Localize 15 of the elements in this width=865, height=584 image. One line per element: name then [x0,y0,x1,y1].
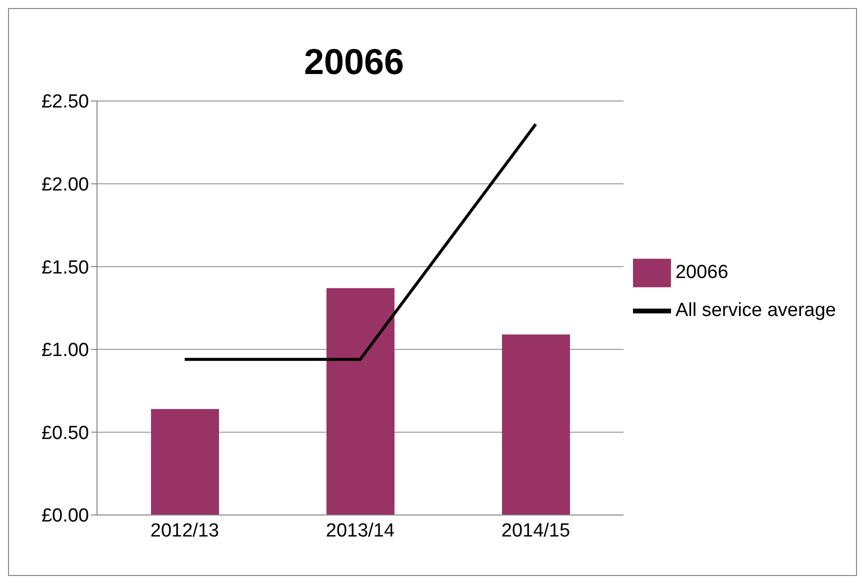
chart-title: 20066 [302,41,406,83]
y-tick-label: £2.50 [41,92,89,113]
bar [502,334,570,515]
y-tick-label: £1.00 [41,340,89,362]
legend-label: All service average [675,300,836,322]
x-tick-label: 2013/14 [326,520,396,542]
x-tick-label: 2014/15 [501,520,570,542]
y-tick-label: £2.00 [41,174,89,196]
bar [151,409,219,515]
legend-label: 20066 [675,262,728,284]
bar [326,288,394,515]
y-tick-label: £0.00 [41,506,89,527]
y-tick-label: £1.50 [41,257,89,278]
x-tick-label: 2012/13 [150,520,220,542]
y-tick-label: £0.50 [41,422,89,444]
